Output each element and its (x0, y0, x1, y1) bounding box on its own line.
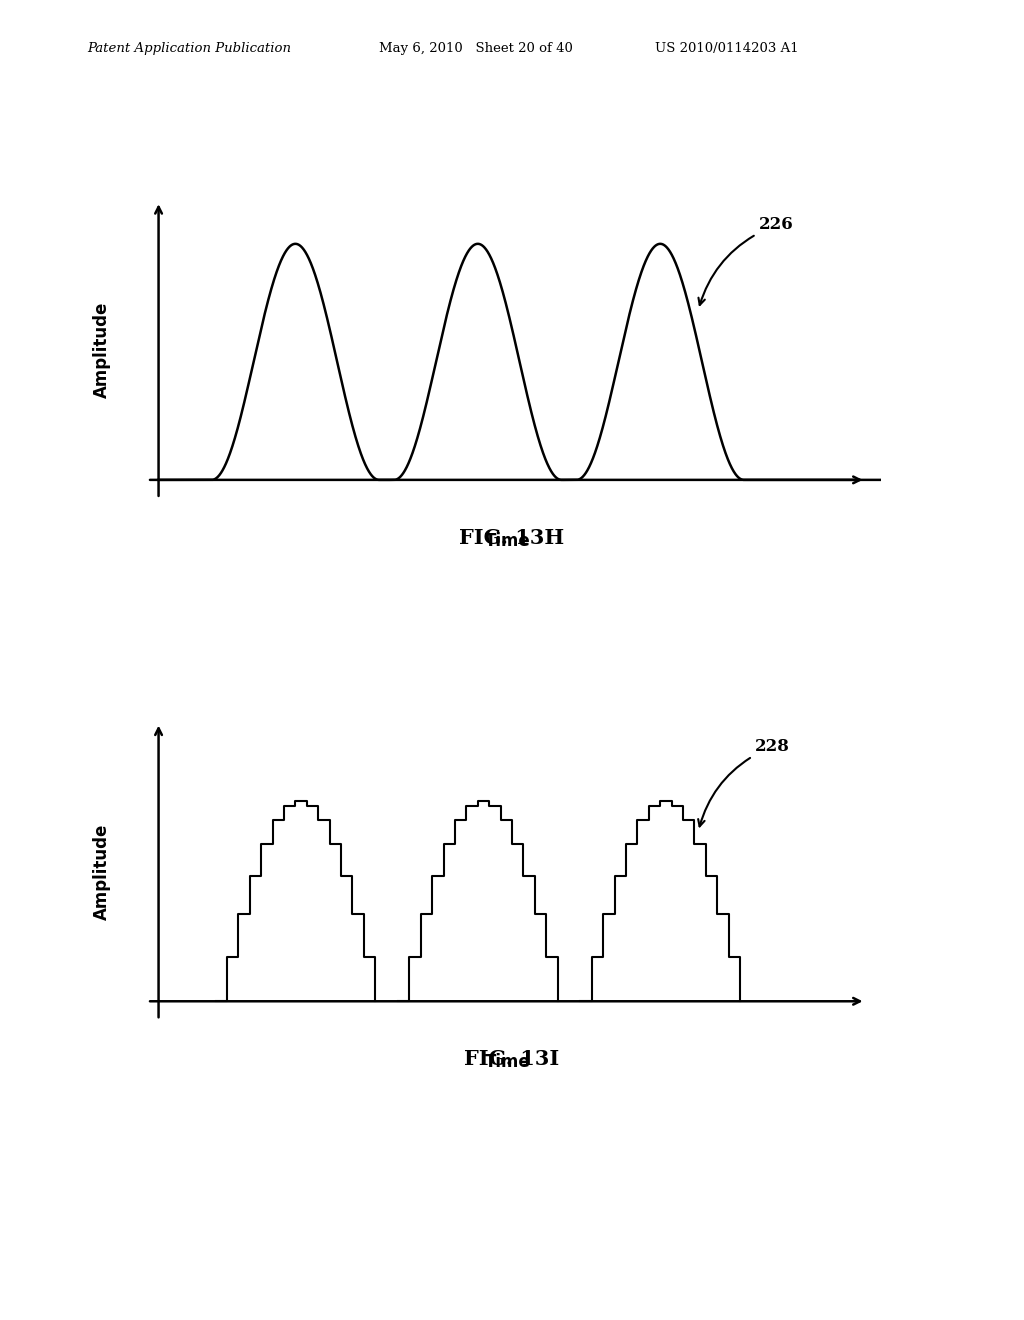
Text: US 2010/0114203 A1: US 2010/0114203 A1 (655, 42, 799, 55)
Text: Amplitude: Amplitude (92, 302, 111, 399)
Text: Patent Application Publication: Patent Application Publication (87, 42, 291, 55)
Text: Amplitude: Amplitude (92, 824, 111, 920)
Text: May 6, 2010   Sheet 20 of 40: May 6, 2010 Sheet 20 of 40 (379, 42, 572, 55)
Text: 226: 226 (698, 216, 794, 305)
Text: Time: Time (485, 532, 531, 550)
Text: FIG. 13I: FIG. 13I (464, 1049, 560, 1069)
Text: Time: Time (485, 1053, 531, 1072)
Text: 228: 228 (698, 738, 791, 826)
Text: FIG. 13H: FIG. 13H (460, 528, 564, 548)
